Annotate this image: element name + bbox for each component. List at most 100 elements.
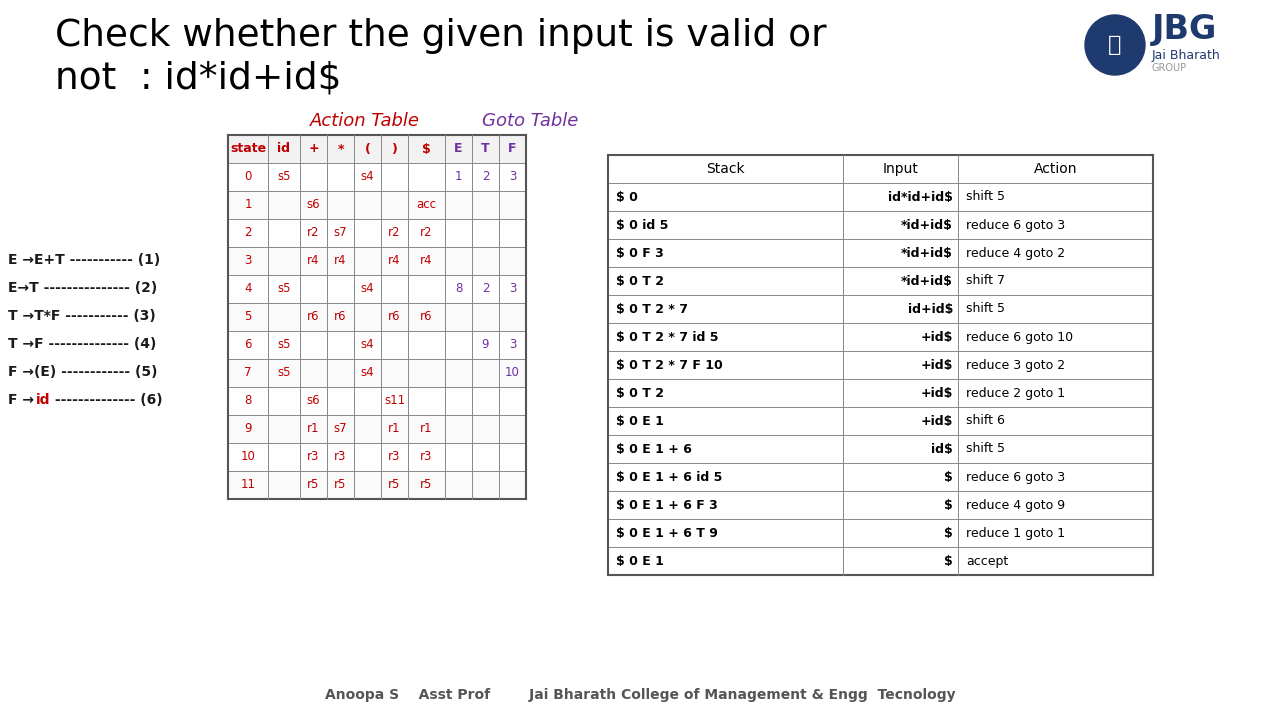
Text: id$: id$ [932,443,954,456]
Text: 11: 11 [241,479,256,492]
Text: 1: 1 [244,199,252,212]
Text: ): ) [392,143,397,156]
Bar [228,415,526,443]
Text: $ 0 T 2 * 7 id 5: $ 0 T 2 * 7 id 5 [616,330,718,343]
Text: s4: s4 [361,366,374,379]
Text: 10: 10 [241,451,256,464]
Text: +id$: +id$ [920,387,954,400]
Text: s5: s5 [278,366,291,379]
Text: r1: r1 [388,423,401,436]
Text: +id$: +id$ [920,330,954,343]
Text: T: T [481,143,490,156]
Text: reduce 4 goto 2: reduce 4 goto 2 [966,246,1065,259]
Text: state: state [230,143,266,156]
Text: $ 0 T 2 * 7: $ 0 T 2 * 7 [616,302,689,315]
Text: Goto Table: Goto Table [481,112,579,130]
Text: not  : id*id+id$: not : id*id+id$ [55,60,342,96]
Text: Stack: Stack [707,162,745,176]
Text: $ 0: $ 0 [616,191,637,204]
Text: r1: r1 [420,423,433,436]
Text: $ 0 E 1 + 6 F 3: $ 0 E 1 + 6 F 3 [616,498,718,511]
Text: r6: r6 [420,310,433,323]
Text: r5: r5 [388,479,401,492]
Text: s6: s6 [307,395,320,408]
Text: $ 0 E 1 + 6 id 5: $ 0 E 1 + 6 id 5 [616,470,722,484]
Bar [228,135,526,163]
Text: E: E [454,143,463,156]
Text: T →F -------------- (4): T →F -------------- (4) [8,337,156,351]
Text: $: $ [945,526,954,539]
Text: reduce 6 goto 3: reduce 6 goto 3 [966,218,1065,232]
Text: 4: 4 [244,282,252,295]
Text: 3: 3 [244,254,252,268]
Text: 2: 2 [481,171,489,184]
Text: 8: 8 [454,282,462,295]
Text: r5: r5 [420,479,433,492]
Text: Input: Input [883,162,919,176]
Text: Jai Bharath: Jai Bharath [1152,48,1221,61]
Bar [228,191,526,219]
Text: Action: Action [1034,162,1078,176]
Text: $: $ [945,498,954,511]
Text: s7: s7 [334,227,347,240]
Text: r3: r3 [334,451,347,464]
Text: $ 0 T 2: $ 0 T 2 [616,387,664,400]
Text: id: id [278,143,291,156]
Text: Anoopa S    Asst Prof        Jai Bharath College of Management & Engg  Tecnology: Anoopa S Asst Prof Jai Bharath College o… [325,688,955,702]
Bar [228,303,526,331]
Text: 3: 3 [509,171,516,184]
Text: $ 0 E 1 + 6 T 9: $ 0 E 1 + 6 T 9 [616,526,718,539]
Bar [228,359,526,387]
Text: shift 5: shift 5 [966,443,1005,456]
Text: +id$: +id$ [920,359,954,372]
Text: 9: 9 [481,338,489,351]
Text: $ 0 F 3: $ 0 F 3 [616,246,664,259]
Text: s4: s4 [361,338,374,351]
Text: id: id [36,393,50,407]
Text: 2: 2 [481,282,489,295]
Text: s5: s5 [278,171,291,184]
Text: s11: s11 [384,395,404,408]
Text: Check whether the given input is valid or: Check whether the given input is valid o… [55,18,827,54]
Text: r2: r2 [388,227,401,240]
Text: 2: 2 [244,227,252,240]
Text: Action Table: Action Table [310,112,420,130]
Text: 1: 1 [454,171,462,184]
Text: reduce 4 goto 9: reduce 4 goto 9 [966,498,1065,511]
Text: $ 0 id 5: $ 0 id 5 [616,218,668,232]
Text: shift 7: shift 7 [966,274,1005,287]
Text: reduce 6 goto 10: reduce 6 goto 10 [966,330,1073,343]
Text: GROUP: GROUP [1152,63,1187,73]
Text: T →T*F ----------- (3): T →T*F ----------- (3) [8,309,156,323]
Text: $ 0 E 1 + 6: $ 0 E 1 + 6 [616,443,692,456]
Circle shape [1085,15,1146,75]
Text: F →: F → [8,393,35,407]
Text: reduce 1 goto 1: reduce 1 goto 1 [966,526,1065,539]
Text: s6: s6 [307,199,320,212]
Text: r4: r4 [420,254,433,268]
Text: $: $ [945,470,954,484]
Text: r3: r3 [388,451,401,464]
Text: -------------- (6): -------------- (6) [50,393,163,407]
Text: 8: 8 [244,395,252,408]
Text: r5: r5 [334,479,347,492]
Text: s5: s5 [278,282,291,295]
Text: (: ( [365,143,370,156]
Text: r1: r1 [307,423,320,436]
Text: r6: r6 [334,310,347,323]
Text: 0: 0 [244,171,252,184]
Text: r5: r5 [307,479,320,492]
Text: 7: 7 [244,366,252,379]
Text: +id$: +id$ [920,415,954,428]
Text: r2: r2 [420,227,433,240]
Text: s5: s5 [278,338,291,351]
Text: id*id+id$: id*id+id$ [888,191,954,204]
Text: id+id$: id+id$ [908,302,954,315]
Text: r6: r6 [307,310,320,323]
Text: shift 5: shift 5 [966,191,1005,204]
Text: $ 0 T 2 * 7 F 10: $ 0 T 2 * 7 F 10 [616,359,723,372]
Bar [228,471,526,499]
Text: JBG: JBG [1152,14,1217,47]
Text: r4: r4 [388,254,401,268]
Text: reduce 2 goto 1: reduce 2 goto 1 [966,387,1065,400]
